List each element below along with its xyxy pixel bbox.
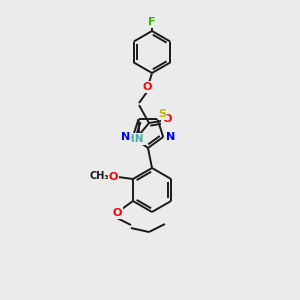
Text: F: F bbox=[148, 17, 156, 27]
Text: O: O bbox=[112, 208, 122, 218]
Text: O: O bbox=[108, 172, 118, 182]
Text: S: S bbox=[158, 109, 166, 119]
Text: HN: HN bbox=[126, 134, 144, 144]
Text: CH₃: CH₃ bbox=[89, 171, 109, 181]
Text: N: N bbox=[166, 132, 175, 142]
Text: O: O bbox=[142, 82, 152, 92]
Text: N: N bbox=[121, 132, 130, 142]
Text: O: O bbox=[162, 114, 172, 124]
